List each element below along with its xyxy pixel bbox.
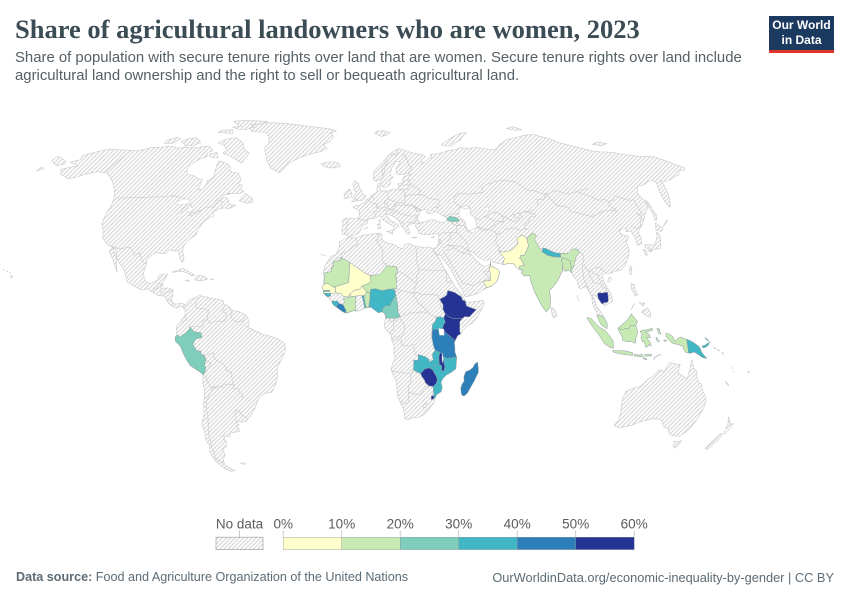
svg-text:20%: 20% <box>387 517 414 532</box>
svg-text:60%: 60% <box>621 517 648 532</box>
svg-text:10%: 10% <box>328 517 355 532</box>
svg-text:0%: 0% <box>273 517 293 532</box>
svg-text:40%: 40% <box>504 517 531 532</box>
svg-text:No data: No data <box>216 517 264 532</box>
svg-text:50%: 50% <box>562 517 589 532</box>
svg-text:30%: 30% <box>445 517 472 532</box>
